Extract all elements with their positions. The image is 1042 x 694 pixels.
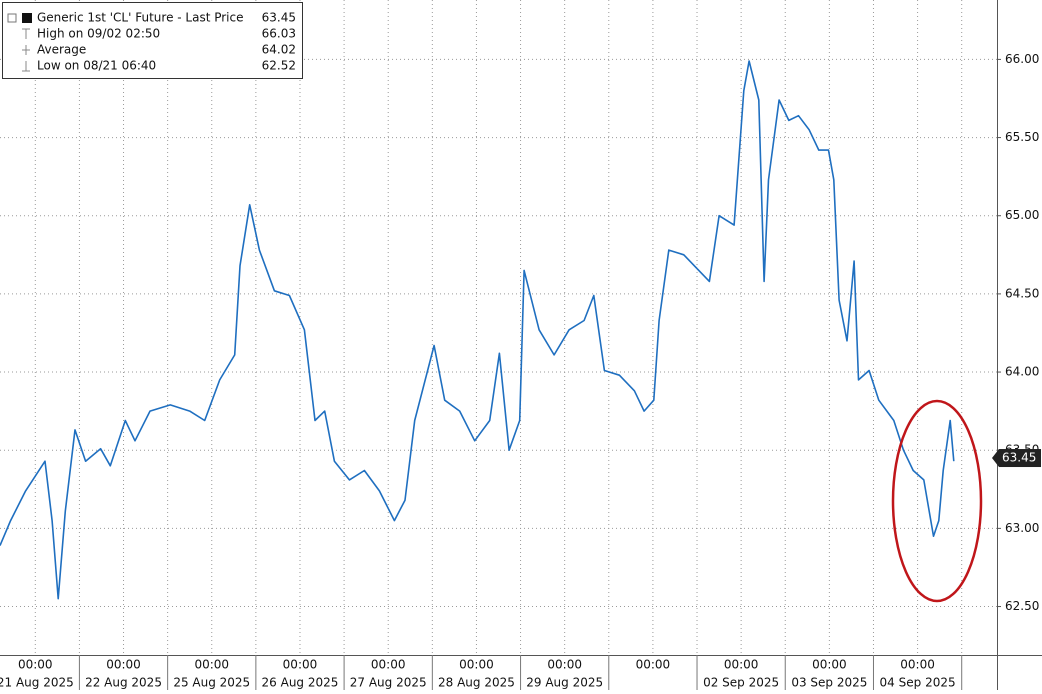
y-tick-label: 63.00	[1005, 521, 1039, 535]
y-tick-label: 62.50	[1005, 599, 1039, 613]
x-tick-label: 00:00	[636, 658, 671, 672]
last-price-tag	[999, 449, 1041, 468]
x-date-label: 26 Aug 2025	[262, 676, 339, 690]
x-tick-label: 00:00	[18, 658, 53, 672]
price-line	[0, 60, 955, 600]
legend-toggle	[7, 13, 17, 23]
x-date-label: 21 Aug 2025	[0, 676, 74, 690]
legend-value: 63.45	[262, 11, 296, 25]
y-tick-label: 66.00	[1005, 52, 1039, 66]
legend-swatch	[22, 13, 32, 23]
x-tick-label: 00:00	[724, 658, 759, 672]
y-tick-label: 64.00	[1005, 365, 1039, 379]
x-tick-label: 00:00	[547, 658, 582, 672]
legend-label: Low on 08/21 06:40	[37, 59, 156, 73]
y-tick-label: 65.00	[1005, 208, 1039, 222]
x-date-label: 02 Sep 2025	[703, 676, 779, 690]
legend-box	[2, 2, 303, 79]
legend-value: 66.03	[262, 27, 296, 41]
x-date-label: 27 Aug 2025	[350, 676, 427, 690]
legend-label: Average	[37, 43, 86, 57]
legend-label: Generic 1st 'CL' Future - Last Price	[37, 11, 244, 25]
x-tick-label: 00:00	[812, 658, 847, 672]
legend-value: 64.02	[262, 43, 296, 57]
x-tick-label: 00:00	[900, 658, 935, 672]
highlight-ellipse	[891, 399, 983, 603]
x-tick-label: 00:00	[106, 658, 141, 672]
x-date-label: 04 Sep 2025	[880, 676, 956, 690]
x-tick-label: 00:00	[371, 658, 406, 672]
x-tick-label: 00:00	[283, 658, 318, 672]
legend-value: 62.52	[262, 59, 296, 73]
legend-label: High on 09/02 02:50	[37, 27, 160, 41]
x-date-label: 29 Aug 2025	[526, 676, 603, 690]
y-tick-label: 64.50	[1005, 286, 1039, 300]
x-tick-label: 00:00	[194, 658, 229, 672]
x-date-label: 22 Aug 2025	[85, 676, 162, 690]
last-price-label: 63.45	[1002, 451, 1036, 465]
x-date-label: 25 Aug 2025	[173, 676, 250, 690]
last-price-pointer	[992, 449, 999, 468]
y-tick-label: 65.50	[1005, 130, 1039, 144]
x-date-label: 28 Aug 2025	[438, 676, 515, 690]
x-date-label: 03 Sep 2025	[791, 676, 867, 690]
x-tick-label: 00:00	[459, 658, 494, 672]
